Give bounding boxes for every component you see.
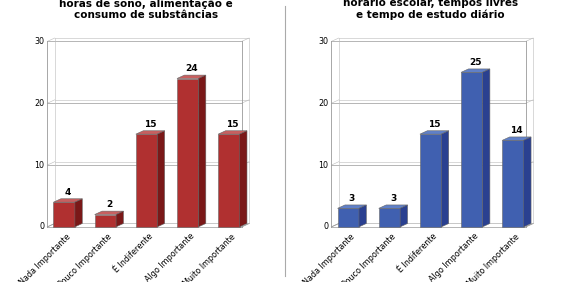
Text: Pouco Importante: Pouco Importante xyxy=(341,232,398,282)
Polygon shape xyxy=(461,69,490,72)
Polygon shape xyxy=(198,75,206,227)
Polygon shape xyxy=(75,199,82,227)
Polygon shape xyxy=(218,131,247,134)
Text: 0: 0 xyxy=(323,222,328,232)
Text: 3: 3 xyxy=(390,194,396,203)
Polygon shape xyxy=(379,205,407,208)
Polygon shape xyxy=(420,134,441,227)
Text: 2: 2 xyxy=(106,200,112,209)
Text: 10: 10 xyxy=(318,160,328,169)
Text: 20: 20 xyxy=(318,99,328,108)
Polygon shape xyxy=(337,205,366,208)
Text: 15: 15 xyxy=(428,120,441,129)
Polygon shape xyxy=(524,137,531,227)
Polygon shape xyxy=(461,72,483,227)
Text: 15: 15 xyxy=(227,120,239,129)
Polygon shape xyxy=(379,208,400,227)
Polygon shape xyxy=(54,202,75,227)
Text: Muito Importante: Muito Importante xyxy=(466,232,521,282)
Text: Nada Importante: Nada Importante xyxy=(18,232,73,282)
Polygon shape xyxy=(240,131,247,227)
Polygon shape xyxy=(136,134,157,227)
Polygon shape xyxy=(116,211,124,227)
Text: 15: 15 xyxy=(144,120,157,129)
Polygon shape xyxy=(502,140,524,227)
Text: 25: 25 xyxy=(469,58,482,67)
Text: É Indiferente: É Indiferente xyxy=(396,232,439,275)
Polygon shape xyxy=(502,137,531,140)
Text: É Indiferente: É Indiferente xyxy=(112,232,155,275)
Polygon shape xyxy=(337,208,359,227)
Polygon shape xyxy=(157,131,164,227)
Text: Nada Importante: Nada Importante xyxy=(302,232,357,282)
Text: 20: 20 xyxy=(34,99,44,108)
Polygon shape xyxy=(177,75,206,78)
Polygon shape xyxy=(400,205,407,227)
Title: Estilo de vida saudável nas
horas de sono, alimentação e
consumo de substâncias: Estilo de vida saudável nas horas de son… xyxy=(59,0,233,20)
Text: 14: 14 xyxy=(510,126,523,135)
Text: 4: 4 xyxy=(65,188,71,197)
Text: 0: 0 xyxy=(39,222,44,232)
Polygon shape xyxy=(54,199,82,202)
Text: 10: 10 xyxy=(34,160,44,169)
Text: 24: 24 xyxy=(185,64,198,73)
Polygon shape xyxy=(218,134,240,227)
Text: 3: 3 xyxy=(349,194,355,203)
Polygon shape xyxy=(420,131,449,134)
Polygon shape xyxy=(136,131,164,134)
Polygon shape xyxy=(95,215,116,227)
Title: Organização e articulação do
horário escolar, tempos livres
e tempo de estudo di: Organização e articulação do horário esc… xyxy=(342,0,518,20)
Text: 30: 30 xyxy=(318,37,328,46)
Polygon shape xyxy=(359,205,366,227)
Text: Algo Importante: Algo Importante xyxy=(144,232,196,282)
Text: Muito Importante: Muito Importante xyxy=(181,232,237,282)
Text: Pouco Importante: Pouco Importante xyxy=(57,232,114,282)
Text: Algo Importante: Algo Importante xyxy=(428,232,480,282)
Polygon shape xyxy=(483,69,490,227)
Polygon shape xyxy=(95,211,124,215)
Text: 30: 30 xyxy=(34,37,44,46)
Polygon shape xyxy=(177,78,198,227)
Polygon shape xyxy=(441,131,449,227)
